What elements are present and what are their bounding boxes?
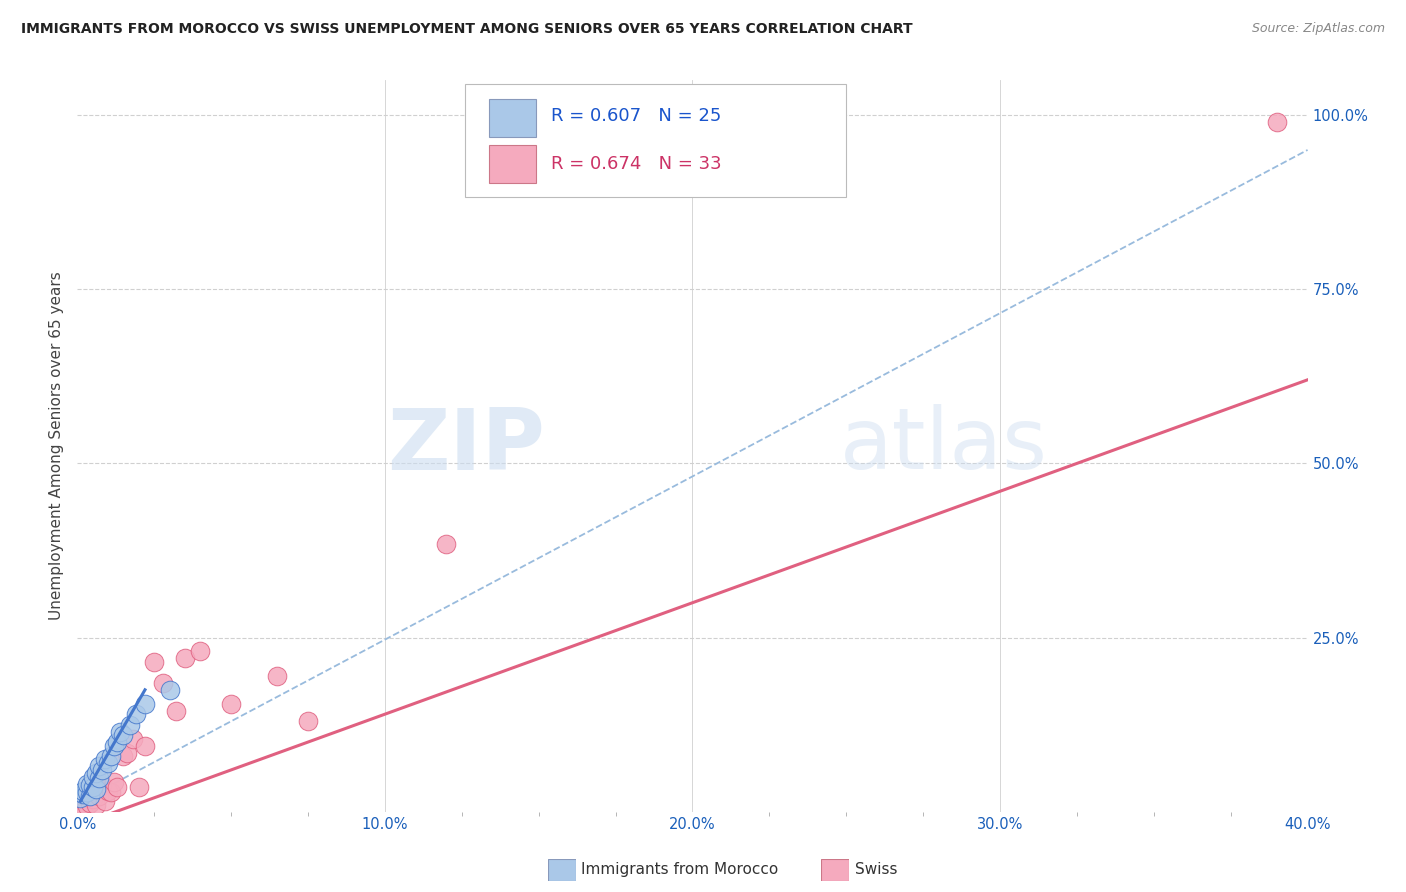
- Point: [79, 797, 101, 811]
- Point: [118, 717, 141, 731]
- Point: [72, 794, 94, 808]
- Point: [174, 651, 197, 665]
- Text: IMMIGRANTS FROM MOROCCO VS SWISS UNEMPLOYMENT AMONG SENIORS OVER 65 YEARS CORREL: IMMIGRANTS FROM MOROCCO VS SWISS UNEMPLO…: [21, 22, 912, 37]
- Point: [84, 780, 107, 795]
- Point: [72, 784, 94, 798]
- Point: [90, 778, 114, 792]
- Y-axis label: Unemployment Among Seniors over 65 years: Unemployment Among Seniors over 65 years: [49, 272, 65, 620]
- Point: [94, 794, 117, 808]
- Point: [143, 655, 166, 669]
- Point: [110, 724, 132, 739]
- Point: [115, 746, 138, 760]
- Point: [72, 787, 94, 801]
- Point: [100, 785, 122, 799]
- FancyBboxPatch shape: [489, 99, 536, 136]
- Point: [79, 789, 101, 804]
- Point: [87, 759, 110, 773]
- Point: [112, 749, 135, 764]
- Point: [76, 790, 98, 805]
- Point: [69, 797, 91, 812]
- Text: R = 0.674   N = 33: R = 0.674 N = 33: [551, 154, 721, 173]
- Point: [69, 790, 91, 805]
- Point: [82, 770, 104, 784]
- Point: [159, 682, 181, 697]
- Point: [82, 780, 104, 795]
- Point: [134, 697, 156, 711]
- Point: [87, 772, 110, 786]
- Point: [94, 752, 117, 766]
- Point: [97, 784, 120, 798]
- Point: [121, 731, 143, 746]
- Point: [84, 797, 107, 812]
- Point: [436, 536, 458, 550]
- Text: R = 0.607   N = 25: R = 0.607 N = 25: [551, 107, 721, 125]
- Point: [82, 792, 104, 806]
- Point: [105, 780, 128, 795]
- Text: atlas: atlas: [841, 404, 1047, 488]
- Point: [100, 749, 122, 764]
- Text: Swiss: Swiss: [855, 863, 897, 877]
- Point: [84, 782, 107, 797]
- Point: [152, 676, 174, 690]
- Text: Source: ZipAtlas.com: Source: ZipAtlas.com: [1251, 22, 1385, 36]
- Point: [125, 707, 148, 722]
- Point: [134, 739, 156, 753]
- Point: [90, 763, 114, 777]
- Point: [165, 704, 187, 718]
- Point: [76, 785, 98, 799]
- Point: [219, 697, 242, 711]
- Point: [79, 787, 101, 801]
- Point: [266, 669, 288, 683]
- FancyBboxPatch shape: [489, 145, 536, 183]
- Point: [105, 735, 128, 749]
- Point: [297, 714, 319, 728]
- Point: [103, 775, 125, 789]
- Point: [188, 644, 212, 658]
- Point: [76, 799, 98, 814]
- Point: [1265, 115, 1288, 129]
- Point: [79, 778, 101, 792]
- Text: Immigrants from Morocco: Immigrants from Morocco: [581, 863, 778, 877]
- FancyBboxPatch shape: [465, 84, 846, 197]
- Point: [87, 789, 110, 804]
- Point: [103, 739, 125, 753]
- Point: [112, 728, 135, 742]
- Point: [76, 777, 98, 791]
- Point: [97, 756, 120, 770]
- Point: [84, 766, 107, 780]
- Text: ZIP: ZIP: [387, 404, 546, 488]
- Point: [72, 801, 94, 815]
- Point: [82, 784, 104, 798]
- Point: [128, 780, 150, 795]
